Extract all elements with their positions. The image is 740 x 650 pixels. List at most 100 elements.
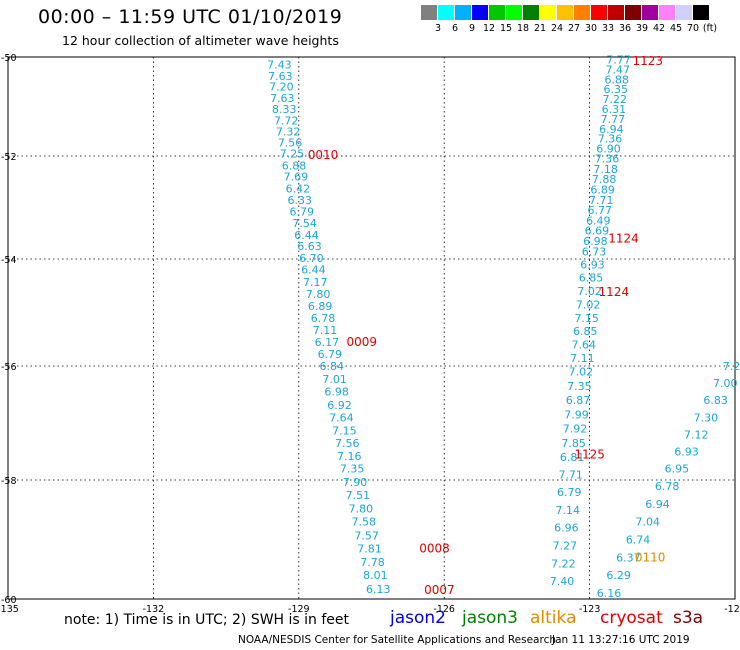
wave-height-value: 7.02 bbox=[577, 285, 602, 298]
legend-label: 12 bbox=[482, 23, 496, 34]
wave-height-value: 7.69 bbox=[284, 171, 309, 184]
wave-height-value: 6.92 bbox=[327, 399, 352, 412]
lat-tick-label: -50 bbox=[1, 53, 17, 64]
wave-height-value: 6.69 bbox=[585, 225, 610, 238]
time-label: 0009 bbox=[347, 335, 378, 349]
wave-height-value: 7.35 bbox=[340, 463, 365, 476]
wave-height-value: 6.44 bbox=[294, 229, 319, 242]
legend-label: 3 bbox=[434, 23, 442, 34]
wave-height-value: 6.85 bbox=[573, 325, 598, 338]
wave-height-value: 8.01 bbox=[363, 569, 388, 582]
wave-height-value: 6.79 bbox=[289, 206, 314, 219]
wave-height-value: 6.13 bbox=[366, 583, 391, 596]
wave-height-value: 6.17 bbox=[315, 336, 340, 349]
wave-height-value: 7.64 bbox=[329, 411, 354, 424]
wave-height-value: 7.27 bbox=[553, 539, 578, 552]
wave-height-value: 7.51 bbox=[346, 489, 371, 502]
wave-height-value: 6.93 bbox=[674, 446, 699, 459]
wave-height-value: 6.94 bbox=[599, 123, 624, 136]
wave-height-value: 6.33 bbox=[288, 194, 313, 207]
wave-height-value: 6.95 bbox=[665, 463, 690, 476]
lon-tick-label: -120 bbox=[724, 604, 740, 615]
legend-label: 36 bbox=[618, 23, 632, 34]
time-label: 1124 bbox=[599, 285, 630, 299]
wave-height-value: 7.64 bbox=[572, 339, 597, 352]
wave-height-value: 7.54 bbox=[292, 217, 317, 230]
wave-height-value: 7.15 bbox=[332, 424, 357, 437]
wave-height-value: 7.12 bbox=[684, 428, 709, 441]
legend-label: 18 bbox=[516, 23, 530, 34]
wave-height-value: 7.43 bbox=[267, 58, 292, 71]
wave-height-value: 7.77 bbox=[601, 113, 626, 126]
wave-height-value: 7.99 bbox=[564, 408, 589, 421]
legend-jason2: jason2 bbox=[390, 608, 446, 628]
lon-tick-label: -132 bbox=[143, 604, 165, 615]
wave-height-value: 6.93 bbox=[580, 258, 605, 271]
wave-height-value: 6.88 bbox=[282, 159, 307, 172]
legend-swatch bbox=[557, 5, 573, 20]
wave-height-value: 6.84 bbox=[320, 360, 345, 373]
wave-height-value: 6.73 bbox=[582, 245, 607, 258]
wave-height-value: 7.18 bbox=[593, 163, 618, 176]
wave-height-value: 7.22 bbox=[603, 93, 628, 106]
legend-swatch bbox=[438, 5, 454, 20]
wave-height-value: 7.01 bbox=[322, 373, 347, 386]
wave-height-value: 6.81 bbox=[560, 451, 585, 464]
time-label: 1125 bbox=[574, 447, 605, 461]
wave-height-value: 6.90 bbox=[596, 143, 621, 156]
lat-tick-label: -56 bbox=[1, 362, 17, 373]
time-label: 1124 bbox=[608, 231, 639, 245]
legend-label: 15 bbox=[499, 23, 513, 34]
wave-height-value: 7.02 bbox=[576, 298, 601, 311]
time-label: 1123 bbox=[632, 54, 663, 68]
legend-label: 39 bbox=[635, 23, 649, 34]
wave-height-value: 6.78 bbox=[311, 312, 336, 325]
wave-height-value: 7.20 bbox=[269, 81, 294, 94]
wave-height-value: 6.74 bbox=[626, 534, 651, 547]
wave-height-value: 6.94 bbox=[645, 498, 670, 511]
wave-height-value: 6.98 bbox=[324, 386, 349, 399]
wave-height-value: 6.87 bbox=[566, 394, 591, 407]
legend-label: 30 bbox=[584, 23, 598, 34]
legend-label: 70 bbox=[686, 23, 700, 34]
lat-tick-label: -60 bbox=[1, 595, 17, 606]
legend-swatch bbox=[591, 5, 607, 20]
wave-height-value: 6.49 bbox=[586, 214, 611, 227]
wave-height-value: 7.85 bbox=[561, 437, 586, 450]
wave-height-value: 7.47 bbox=[605, 63, 630, 76]
wave-height-value: 6.44 bbox=[301, 264, 326, 277]
legend-label: 21 bbox=[533, 23, 547, 34]
legend-swatch bbox=[489, 5, 505, 20]
wave-height-value: 7.16 bbox=[337, 450, 362, 463]
legend-swatch bbox=[421, 5, 437, 20]
wave-height-value: 6.63 bbox=[297, 240, 322, 253]
wave-height-value: 7.22 bbox=[551, 557, 576, 570]
wave-height-value: 7.40 bbox=[550, 575, 575, 588]
legend-unit: (ft) bbox=[702, 23, 718, 34]
wave-height-value: 7.88 bbox=[592, 173, 617, 186]
time-label: 0007 bbox=[424, 583, 455, 597]
wave-height-value: 7.63 bbox=[268, 70, 293, 83]
wave-height-value: 7.25 bbox=[280, 148, 305, 161]
wave-height-value: 7.32 bbox=[276, 125, 301, 138]
wave-height-value: 8.33 bbox=[272, 103, 297, 116]
wave-height-value: 7.92 bbox=[563, 423, 588, 436]
time-label: 0008 bbox=[419, 541, 450, 555]
lat-tick-label: -52 bbox=[1, 152, 17, 163]
wave-height-value: 7.15 bbox=[574, 312, 599, 325]
wave-height-value: 7.30 bbox=[694, 411, 719, 424]
legend-label: 27 bbox=[567, 23, 581, 34]
lat-tick-label: -54 bbox=[1, 255, 17, 266]
legend-label: 24 bbox=[550, 23, 564, 34]
legend-label: 9 bbox=[468, 23, 476, 34]
wave-height-value: 7.04 bbox=[636, 516, 661, 529]
legend-swatch bbox=[659, 5, 675, 20]
legend-swatch bbox=[676, 5, 692, 20]
wave-height-value: 7.00 bbox=[713, 377, 738, 390]
legend-swatch bbox=[625, 5, 641, 20]
wave-height-value: 7.90 bbox=[343, 476, 368, 489]
wave-height-value: 6.89 bbox=[590, 183, 615, 196]
wave-height-value: 7.80 bbox=[306, 288, 331, 301]
wave-height-value: 7.63 bbox=[270, 92, 295, 105]
